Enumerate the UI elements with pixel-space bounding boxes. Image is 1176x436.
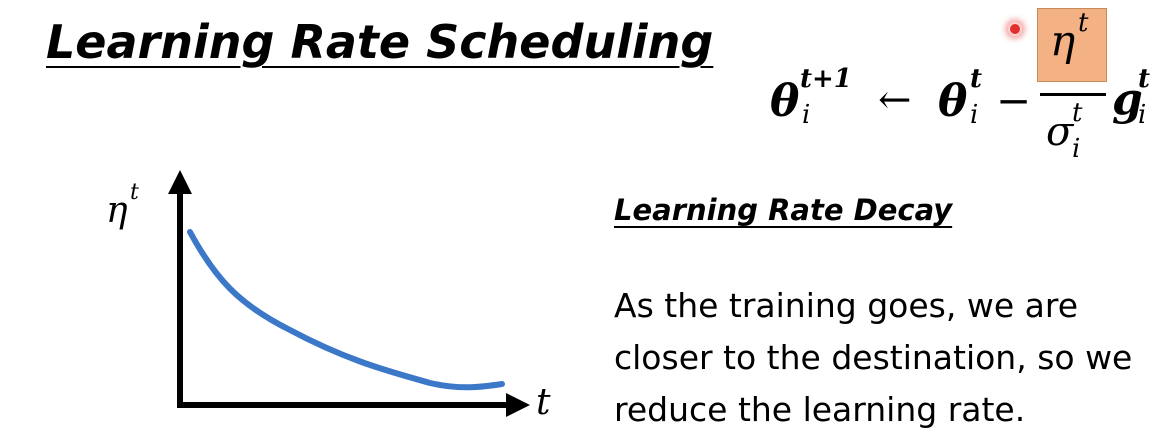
laser-pointer — [1008, 22, 1022, 36]
formula-theta-rhs: θ — [938, 76, 968, 127]
formula-theta-rhs-superscript: t — [970, 64, 983, 94]
explanation-line: closer to the destination, so we — [614, 338, 1133, 377]
fraction-bar — [1040, 93, 1106, 96]
y-axis-label: η — [106, 190, 128, 231]
x-axis-arrowhead — [506, 393, 530, 417]
y-axis-arrowhead — [168, 170, 192, 194]
formula-theta-lhs: θ — [770, 76, 800, 127]
formula-arrow: ← — [878, 77, 912, 123]
learning-rate-decay-graph — [168, 170, 530, 417]
formula-theta-lhs-superscript: t+1 — [800, 64, 852, 94]
x-axis-label: t — [536, 382, 551, 423]
formula-sigma-superscript: t — [1072, 98, 1083, 128]
formula-gradient-subscript: i — [1138, 100, 1147, 130]
explanation-line: As the training goes, we are — [614, 286, 1078, 325]
formula-eta: η — [1050, 16, 1076, 65]
formula-gradient-superscript: t — [1138, 64, 1151, 94]
subheading: Learning Rate Decay — [614, 193, 953, 227]
update-formula: θ t+1 i ← θ t i − η t σ t i g t i — [770, 0, 1170, 170]
formula-sigma-subscript: i — [1072, 134, 1081, 164]
formula-sigma: σ — [1046, 109, 1074, 155]
formula-theta-lhs-subscript: i — [802, 100, 811, 130]
formula-eta-superscript: t — [1078, 8, 1089, 38]
decay-curve — [187, 229, 505, 391]
formula-minus: − — [996, 76, 1032, 125]
explanation-line: reduce the learning rate. — [614, 390, 1026, 429]
explanation-text: As the training goes, we are closer to t… — [614, 280, 1174, 436]
formula-gradient: g — [1112, 74, 1143, 125]
formula-theta-rhs-subscript: i — [970, 100, 979, 130]
learning-rate-highlight — [1037, 8, 1107, 82]
y-axis-label-superscript: t — [130, 180, 139, 205]
slide-title: Learning Rate Scheduling — [46, 15, 714, 69]
